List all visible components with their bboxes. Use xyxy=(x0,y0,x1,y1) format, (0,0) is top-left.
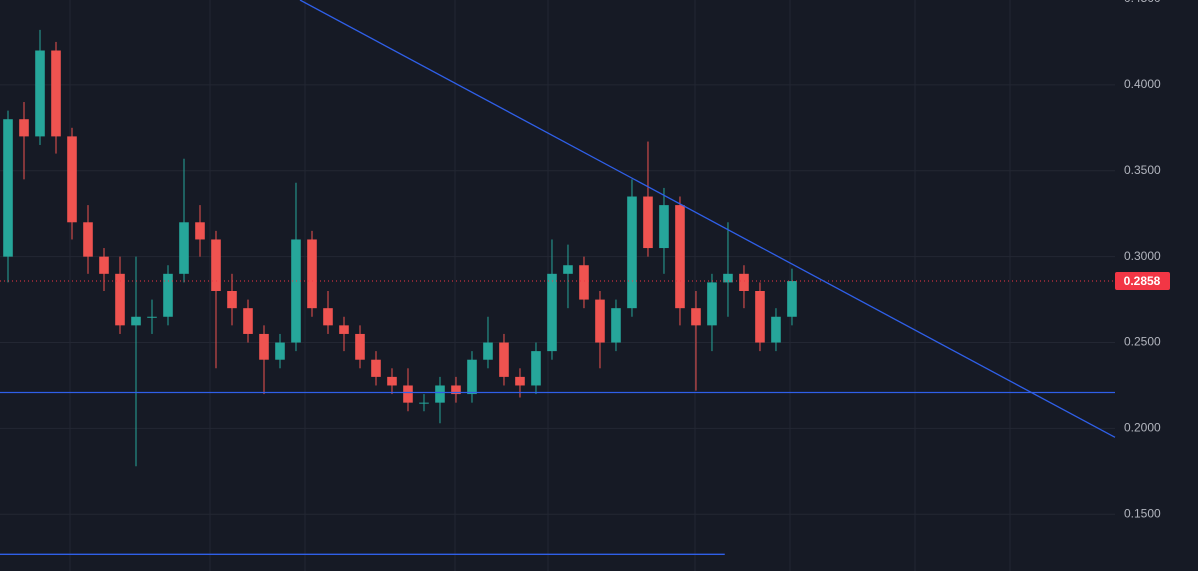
candle-body xyxy=(99,256,109,274)
y-tick-label: 0.1500 xyxy=(1124,506,1161,520)
candle-body xyxy=(195,222,205,240)
candle-body xyxy=(771,316,781,343)
candle-body xyxy=(419,402,429,404)
price-label: 0.2858 xyxy=(1124,274,1161,288)
candle-body xyxy=(211,239,221,291)
candle-body xyxy=(531,351,541,386)
y-tick-label: 0.3000 xyxy=(1124,249,1161,263)
candle-body xyxy=(675,205,685,309)
candle-body xyxy=(35,50,45,137)
candle-body xyxy=(579,265,589,300)
candle-body xyxy=(307,239,317,309)
candle-body xyxy=(563,265,573,274)
candle-body xyxy=(131,316,141,326)
candle-body xyxy=(19,119,29,137)
candle-body xyxy=(67,136,77,223)
candle-body xyxy=(515,376,525,386)
candle-body xyxy=(291,239,301,343)
candle-body xyxy=(467,359,477,395)
candle-body xyxy=(179,222,189,274)
candle-body xyxy=(707,282,717,326)
candle-body xyxy=(499,342,509,377)
candle-body xyxy=(547,273,557,352)
candle-body xyxy=(387,376,397,386)
candle-body xyxy=(243,308,253,334)
y-tick-label: 0.3500 xyxy=(1124,163,1161,177)
candle-body xyxy=(787,281,797,317)
candle-body xyxy=(259,333,269,360)
candle-body xyxy=(723,273,733,283)
candle-body xyxy=(659,205,669,249)
candle-body xyxy=(147,316,157,318)
candle-body xyxy=(691,308,701,326)
candle-body xyxy=(483,342,493,360)
candle-body xyxy=(3,119,13,257)
y-tick-label: 0.4000 xyxy=(1124,77,1161,91)
candle-body xyxy=(371,359,381,377)
y-tick-label: 0.2500 xyxy=(1124,335,1161,349)
candle-body xyxy=(611,308,621,343)
candle-body xyxy=(595,299,605,343)
candle-body xyxy=(163,273,173,317)
candle-body xyxy=(83,222,93,257)
price-label-box xyxy=(1115,272,1170,291)
candle-body xyxy=(643,196,653,249)
candle-body xyxy=(755,290,765,343)
candle-body xyxy=(323,308,333,326)
y-tick-label: 0.4500 xyxy=(1124,0,1161,5)
candle-body xyxy=(339,325,349,334)
candle-body xyxy=(627,196,637,309)
trend-line xyxy=(299,0,1116,438)
candle-body xyxy=(435,385,445,403)
candle-body xyxy=(739,273,749,291)
candle-body xyxy=(275,342,285,360)
y-tick-label: 0.2000 xyxy=(1124,421,1161,435)
candle-body xyxy=(227,290,237,309)
candle-body xyxy=(451,385,461,395)
candle-body xyxy=(355,333,365,360)
candle-body xyxy=(403,385,413,403)
candle-body xyxy=(115,273,125,326)
candle-body xyxy=(51,50,61,137)
